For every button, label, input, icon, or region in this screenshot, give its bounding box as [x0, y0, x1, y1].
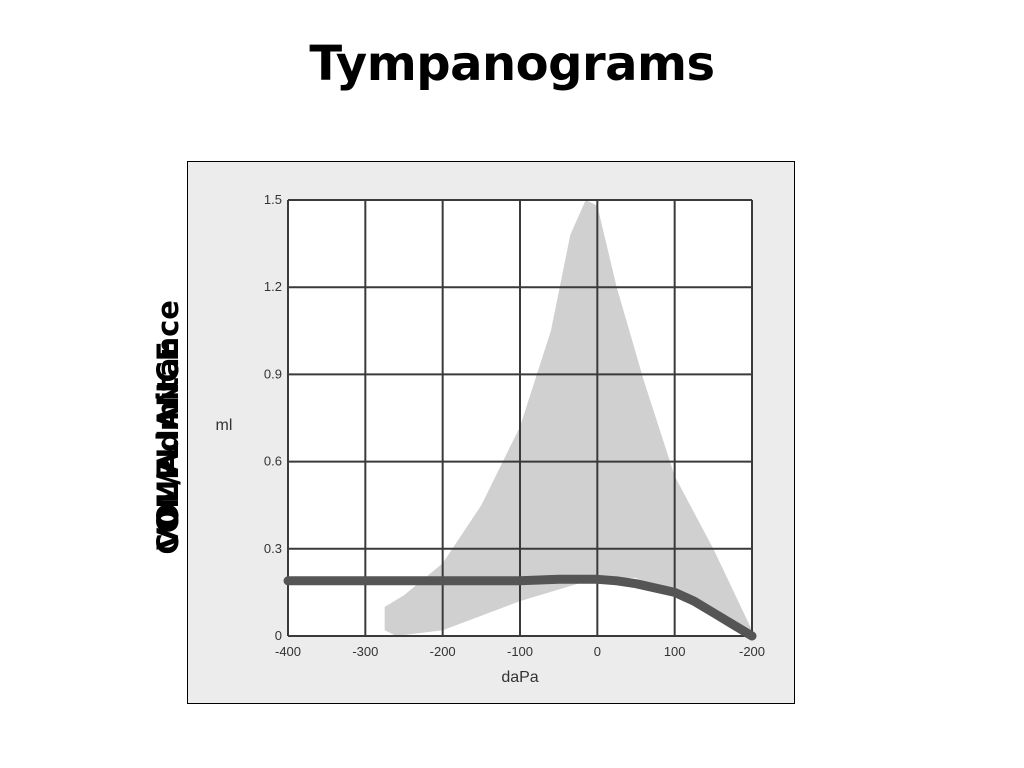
y-tick-label-5: 1.5	[264, 192, 282, 207]
chart-frame: -400 -300 -200 -100 0 100 -200 0 0.3 0.6 0.9 1.2 1.5…	[187, 161, 795, 704]
tick-label-layer: -400 -300 -200 -100 0 100 -200 0 0.3 0.6 0.9 1.2 1.5	[264, 192, 765, 659]
series-line-0	[283, 574, 757, 641]
y-axis-label: ml	[216, 417, 233, 434]
x-tick-label-0: -400	[275, 644, 301, 659]
overlay-label-vol-admitance: VOL/Admitance	[151, 300, 185, 550]
x-tick-label-2: -200	[430, 644, 456, 659]
tympanogram-chart: -400 -300 -200 -100 0 100 -200 0 0.3 0.6 0.9 1.2 1.5…	[216, 192, 765, 686]
x-tick-label-3: -100	[507, 644, 533, 659]
slide-title: Tympanograms	[309, 36, 715, 92]
x-tick-label-1: -300	[352, 644, 378, 659]
series-layer	[283, 574, 757, 641]
grid-layer	[287, 199, 753, 637]
normal-range-region	[384, 200, 752, 636]
x-tick-label-6: -200	[739, 644, 765, 659]
y-tick-label-3: 0.9	[264, 366, 282, 381]
y-tick-label-2: 0.6	[264, 454, 282, 469]
y-tick-label-4: 1.2	[264, 279, 282, 294]
y-tick-label-0: 0	[275, 628, 282, 643]
x-tick-label-5: 100	[664, 644, 686, 659]
x-axis-label: daPa	[501, 669, 538, 686]
y-tick-label-1: 0.3	[264, 541, 282, 556]
x-tick-label-4: 0	[594, 644, 601, 659]
